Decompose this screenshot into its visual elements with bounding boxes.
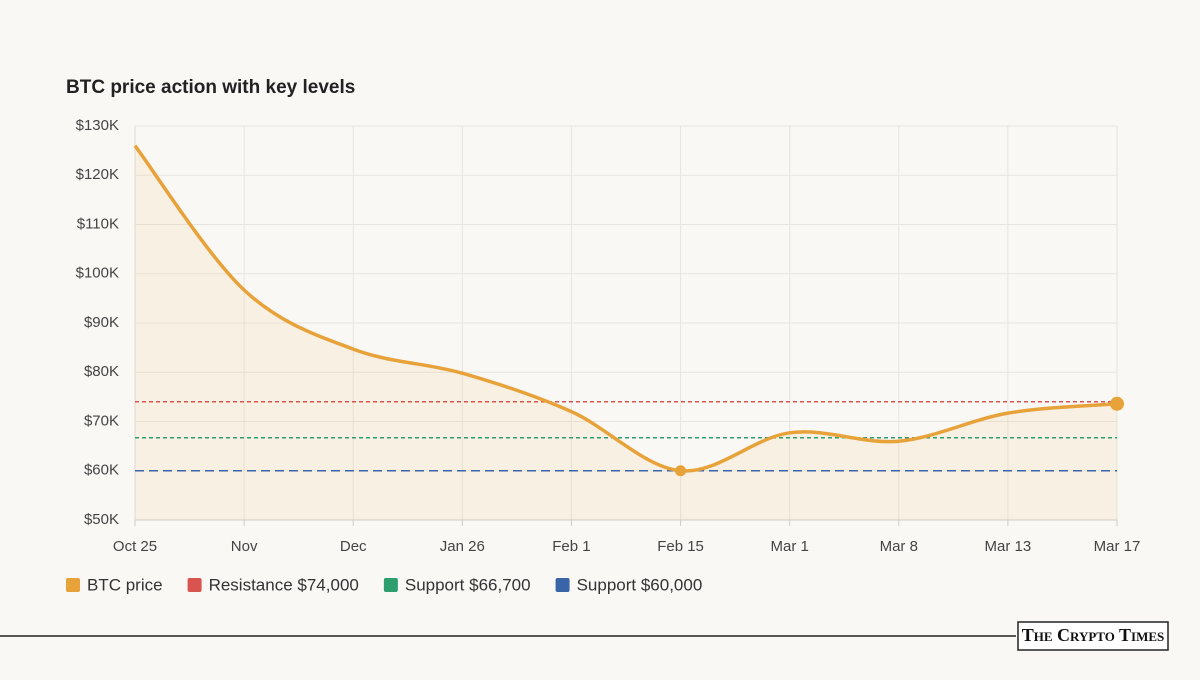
legend-label: Resistance $74,000 bbox=[209, 575, 359, 594]
legend-label: Support $60,000 bbox=[577, 575, 703, 594]
area bbox=[135, 145, 1117, 520]
legend-swatch bbox=[383, 578, 398, 592]
x-tick-label: Nov bbox=[231, 538, 258, 555]
legend-label: BTC price bbox=[87, 575, 163, 594]
y-tick-label: $60K bbox=[84, 462, 119, 479]
y-tick-label: $100K bbox=[76, 265, 119, 282]
y-tick-label: $50K bbox=[84, 511, 119, 528]
x-tick-label: Feb 1 bbox=[552, 538, 590, 555]
y-tick-label: $70K bbox=[84, 412, 119, 429]
chart-title: BTC price action with key levels bbox=[66, 77, 355, 98]
x-tick-label: Mar 1 bbox=[770, 538, 808, 555]
y-tick-label: $110K bbox=[77, 215, 119, 232]
x-tick-label: Dec bbox=[340, 538, 367, 555]
x-tick-label: Mar 8 bbox=[880, 538, 918, 555]
x-tick-label: Mar 17 bbox=[1094, 538, 1141, 555]
price-line bbox=[133, 144, 1118, 473]
legend-swatch bbox=[187, 578, 202, 592]
x-tick-label: Feb 15 bbox=[657, 538, 704, 555]
x-tick-label: Jan 26 bbox=[440, 538, 485, 555]
y-tick-label: $90K bbox=[84, 314, 119, 331]
legend-swatch bbox=[555, 578, 570, 592]
brand-box bbox=[1017, 621, 1169, 651]
y-tick-label: $120K bbox=[76, 166, 119, 183]
legend-label: Support $66,700 bbox=[405, 575, 531, 594]
brand: The Crypto Times bbox=[1022, 625, 1165, 645]
y-tick-label: $80K bbox=[84, 363, 119, 380]
y-tick-label: $130K bbox=[76, 117, 119, 134]
point bbox=[1110, 396, 1124, 411]
legend-swatch bbox=[66, 578, 80, 592]
x-tick-label: Oct 25 bbox=[113, 538, 157, 555]
x-tick-label: Mar 13 bbox=[985, 538, 1032, 555]
point bbox=[675, 465, 687, 477]
